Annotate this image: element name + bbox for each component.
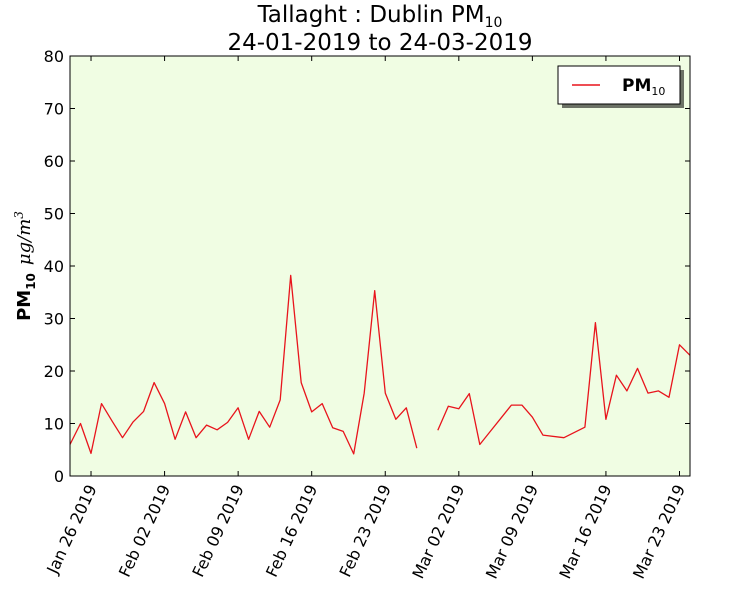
y-axis-label: PM10 μg/m3 xyxy=(12,211,38,321)
y-tick-label: 60 xyxy=(44,152,64,171)
legend-entry-subscript: 10 xyxy=(651,85,665,98)
chart-title-subscript: 10 xyxy=(485,15,503,31)
series-line-pm10-segment-2 xyxy=(437,322,691,446)
series-group xyxy=(69,274,691,455)
chart-title-main: Tallaght : Dublin PM xyxy=(257,2,485,28)
x-tick-label: Mar 02 2019 xyxy=(408,482,468,582)
x-tick-label: Jan 26 2019 xyxy=(42,482,100,578)
chart-title: Tallaght : Dublin PM10 xyxy=(257,2,503,31)
svg-text:PM10μg/m3: PM10 μg/m3 xyxy=(12,211,38,321)
legend: PM10 xyxy=(557,65,684,108)
y-tick-label: 70 xyxy=(44,100,64,119)
y-tick-label: 20 xyxy=(44,362,64,381)
x-tick-label: Feb 02 2019 xyxy=(115,482,174,580)
y-tick-label: 30 xyxy=(44,310,64,329)
y-axis-label-main: PM xyxy=(14,290,35,321)
y-tick-label: 40 xyxy=(44,257,64,276)
y-tick-label: 0 xyxy=(54,467,64,486)
y-axis-label-subscript: 10 xyxy=(24,273,38,290)
series-line-pm10-segment-1 xyxy=(69,274,418,455)
y-axis-ticks: 0 10 20 30 40 50 60 70 80 xyxy=(44,47,690,486)
legend-entry-pm10: PM10 xyxy=(622,76,665,98)
y-tick-label: 80 xyxy=(44,47,64,66)
y-axis-label-unit-superscript: 3 xyxy=(12,211,26,219)
x-tick-label: Feb 16 2019 xyxy=(262,482,321,580)
x-tick-label: Mar 23 2019 xyxy=(629,482,689,582)
y-tick-label: 50 xyxy=(44,205,64,224)
x-tick-label: Mar 09 2019 xyxy=(482,482,542,582)
x-tick-label: Mar 16 2019 xyxy=(555,482,615,582)
y-tick-label: 10 xyxy=(44,415,64,434)
legend-entry-name: PM xyxy=(622,76,651,96)
y-axis-label-unit: μg/m xyxy=(14,219,35,265)
x-tick-label: Feb 23 2019 xyxy=(336,482,395,580)
chart-title-daterange: 24-01-2019 to 24-03-2019 xyxy=(227,30,532,56)
plot-area xyxy=(70,56,690,476)
x-tick-label: Feb 09 2019 xyxy=(188,482,247,580)
